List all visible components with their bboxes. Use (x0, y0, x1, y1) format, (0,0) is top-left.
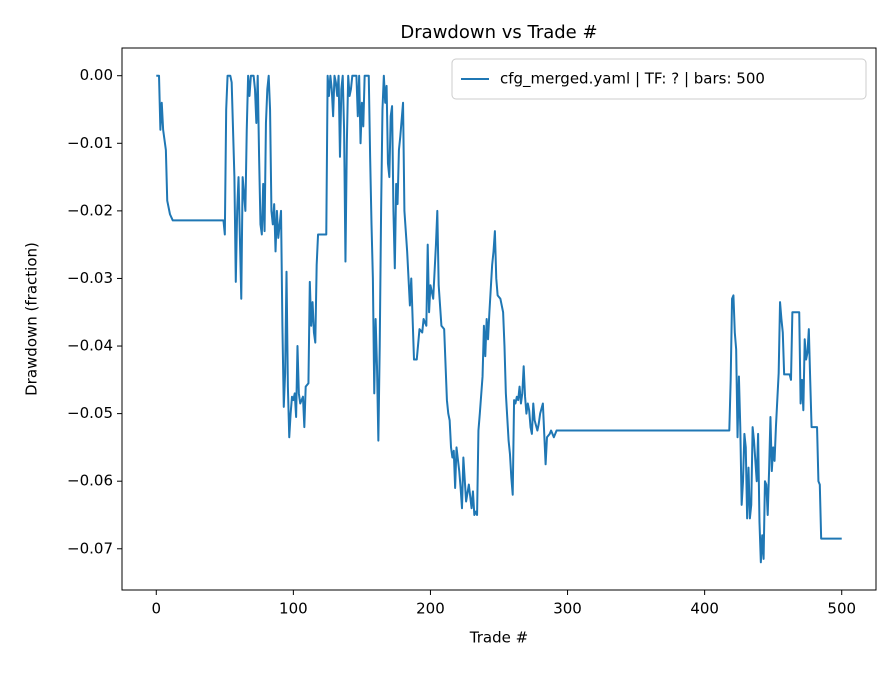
data-line (156, 74, 842, 564)
x-tick-label: 500 (827, 600, 856, 618)
y-tick-label: −0.05 (67, 404, 113, 422)
y-tick-label: −0.07 (67, 539, 113, 557)
y-tick-label: −0.04 (67, 337, 113, 355)
x-tick-label: 400 (690, 600, 719, 618)
y-tick-label: −0.03 (67, 269, 113, 287)
x-axis-label: Trade # (469, 629, 528, 647)
y-tick-label: −0.01 (67, 134, 113, 152)
y-tick-label: −0.06 (67, 472, 113, 490)
x-tick-label: 0 (151, 600, 161, 618)
x-tick-label: 300 (553, 600, 582, 618)
y-axis-label: Drawdown (fraction) (23, 242, 41, 396)
y-tick-label: 0.00 (80, 66, 113, 84)
y-tick-label: −0.02 (67, 201, 113, 219)
x-tick-label: 100 (279, 600, 308, 618)
x-tick-label: 200 (416, 600, 445, 618)
axes-frame (121, 47, 877, 591)
chart-title: Drawdown vs Trade # (400, 22, 597, 43)
legend-box (451, 58, 867, 100)
legend-label: cfg_merged.yaml | TF: ? | bars: 500 (500, 70, 765, 89)
